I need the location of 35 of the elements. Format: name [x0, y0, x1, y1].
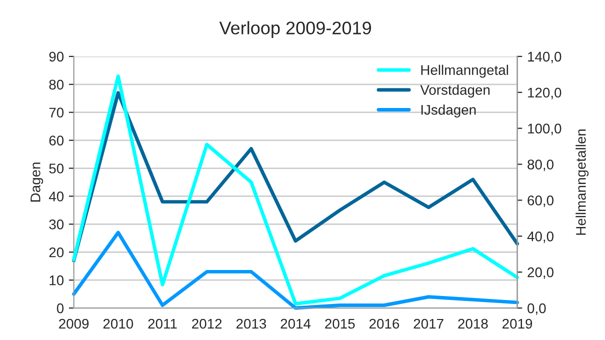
- y-tick-label: 20: [49, 247, 64, 258]
- y-tick-label: 40: [48, 192, 64, 202]
- y-tick-label: 90: [49, 52, 64, 62]
- y-tick-label: 60: [49, 136, 64, 146]
- x-tick-label: 2019: [502, 318, 532, 329]
- y2-tick-label: 100,0: [528, 124, 562, 136]
- y-tick-label: 10: [50, 275, 64, 286]
- y2-tick-label: 120,0: [528, 88, 562, 100]
- y2-tick-label: 40,0: [527, 231, 554, 243]
- y2-tick-label: 0,0: [528, 303, 546, 315]
- y-tick-label: 30: [49, 220, 64, 230]
- y2-tick-label: 80,0: [528, 160, 554, 172]
- y-tick-label: 70: [49, 108, 64, 118]
- y2-axis-title: Hellmanngetallen: [576, 129, 589, 235]
- x-tick-label: 2012: [192, 318, 222, 329]
- x-tick-label: 2011: [148, 318, 177, 329]
- x-tick-label: 2016: [369, 318, 400, 329]
- x-tick-label: 2009: [59, 318, 89, 329]
- y2-tick-label: 140,0: [528, 52, 562, 64]
- legend-label: IJsdagen: [421, 104, 476, 118]
- y-tick-label: 50: [49, 164, 64, 174]
- y-tick-label: 80: [49, 80, 64, 90]
- x-tick-label: 2010: [103, 318, 134, 329]
- y-axis-title: Dagen: [30, 162, 44, 202]
- x-tick-label: 2018: [458, 318, 488, 329]
- x-tick-label: 2017: [414, 318, 444, 329]
- x-tick-label: 2015: [325, 318, 355, 329]
- y2-tick-label: 20,0: [528, 267, 554, 279]
- legend-label: Vorstdagen: [420, 84, 490, 98]
- legend-label: Hellmanngetal: [421, 64, 508, 78]
- x-tick-label: 2014: [280, 318, 311, 329]
- x-tick-label: 2013: [236, 318, 266, 329]
- chart-title: Verloop 2009-2019: [219, 21, 371, 38]
- y2-tick-label: 60,0: [528, 196, 554, 208]
- y-tick-label: 0: [56, 303, 64, 314]
